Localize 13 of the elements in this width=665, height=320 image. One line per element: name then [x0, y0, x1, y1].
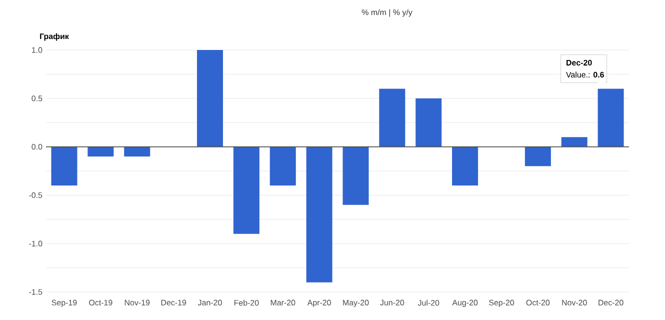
bar: [88, 146, 114, 156]
bar: [416, 98, 442, 147]
bar: [51, 146, 78, 186]
bar: [196, 50, 223, 147]
bar: [233, 146, 260, 234]
bar: [524, 146, 551, 166]
bar: [270, 146, 296, 186]
bar: [124, 146, 150, 156]
bar: [452, 146, 478, 186]
bar: [342, 146, 369, 205]
bar: [561, 137, 588, 147]
bar: [379, 88, 406, 147]
bar: [306, 146, 332, 282]
